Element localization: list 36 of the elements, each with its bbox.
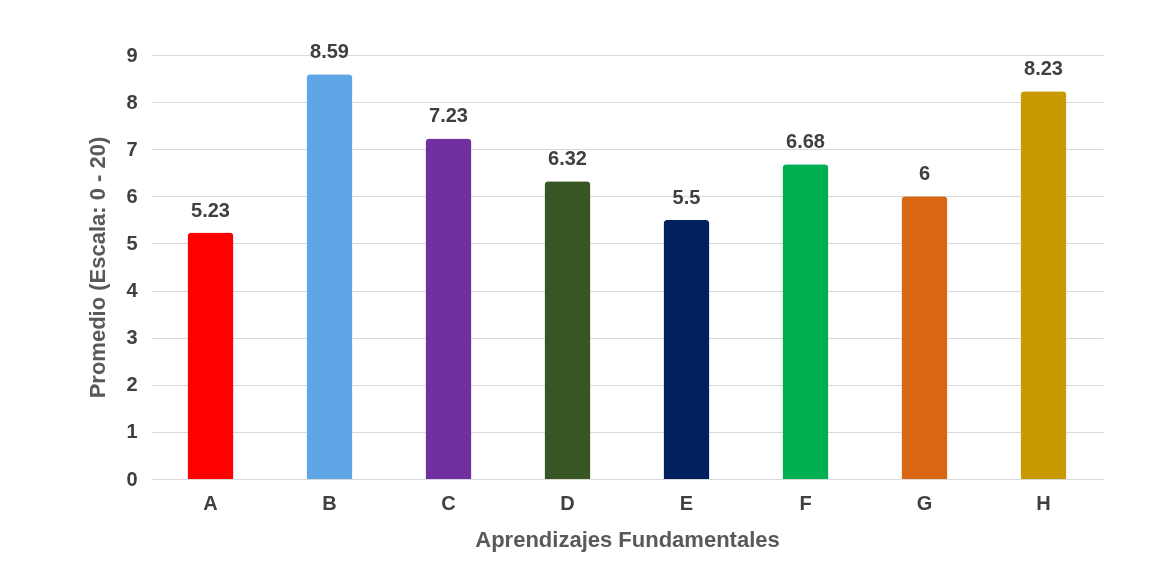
data-label: 6.68 [786,130,825,153]
bar [782,164,829,479]
y-axis-title: Promedio (Escala: 0 - 20) [85,136,111,399]
y-tick-label: 0 [126,467,138,490]
x-tick-label: C [441,491,456,514]
bar [187,232,234,479]
y-tick-label: 7 [126,137,138,160]
bar [306,74,353,479]
y-tick-label: 5 [126,231,138,254]
data-label: 8.23 [1024,57,1063,80]
x-tick-label: D [560,491,575,514]
x-tick-label: F [799,491,812,514]
y-tick-label: 4 [126,279,139,302]
y-tick-label: 1 [126,420,138,443]
bar [663,219,710,479]
data-label: 5.23 [191,198,230,221]
bar [544,181,591,479]
bar [901,196,948,479]
x-tick-label: E [679,491,694,514]
y-tick-label: 2 [126,373,138,396]
data-label: 8.59 [310,40,349,63]
x-tick-label: G [916,491,933,514]
x-tick-label: A [203,491,218,514]
y-tick-label: 3 [126,326,138,349]
y-tick-label: 8 [126,90,138,113]
x-tick-label: B [322,491,337,514]
data-label: 7.23 [429,104,468,127]
bar [425,138,472,479]
bar [1020,91,1067,479]
y-tick-label: 6 [126,184,138,207]
data-label: 6.32 [548,147,587,170]
data-label: 6 [918,162,931,185]
data-label: 5.5 [672,185,701,208]
x-tick-label: H [1036,491,1051,514]
x-axis-title: Aprendizajes Fundamentales [475,526,780,552]
y-tick-label: 9 [126,43,138,66]
